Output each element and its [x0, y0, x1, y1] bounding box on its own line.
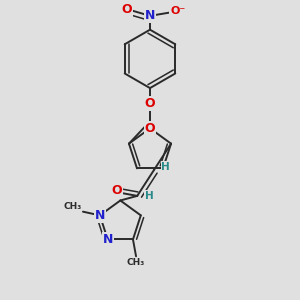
Text: CH₃: CH₃ — [127, 258, 145, 267]
Text: O: O — [111, 184, 122, 197]
Text: H: H — [161, 162, 170, 172]
Text: O: O — [145, 122, 155, 135]
Text: N: N — [145, 9, 155, 22]
Text: O: O — [145, 97, 155, 110]
Text: CH₃: CH₃ — [63, 202, 81, 211]
Text: N: N — [95, 209, 105, 222]
Text: O⁻: O⁻ — [170, 6, 185, 16]
Text: O: O — [122, 3, 132, 16]
Text: H: H — [145, 191, 154, 201]
Text: N: N — [103, 233, 113, 246]
